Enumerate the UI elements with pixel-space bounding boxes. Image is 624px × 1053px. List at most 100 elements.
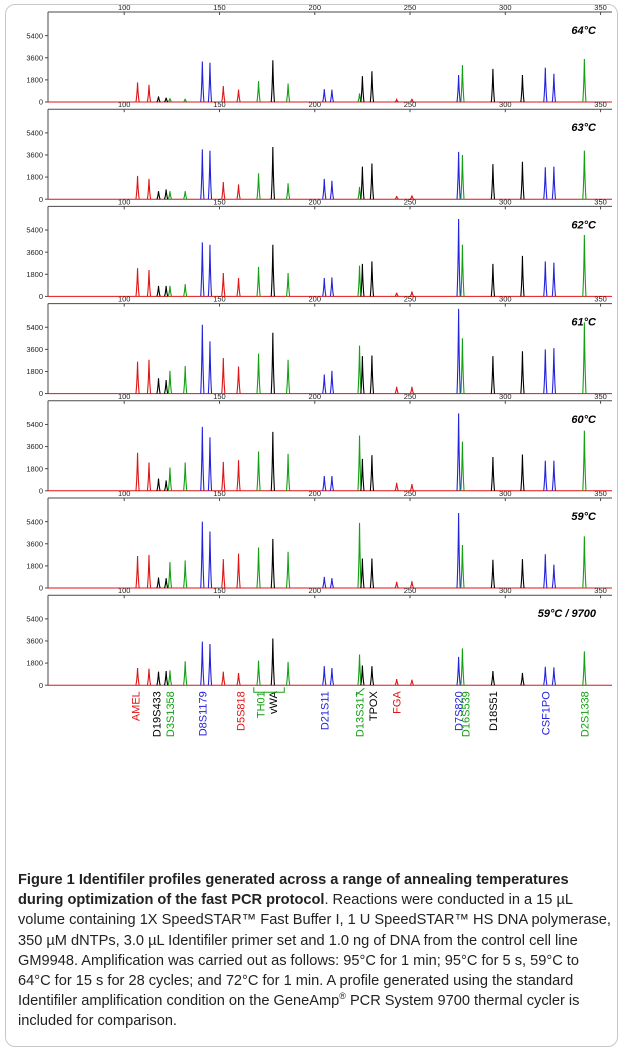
x-tick-label: 250 (404, 586, 417, 595)
peak-green (460, 244, 465, 297)
x-tick-label: 150 (213, 489, 226, 498)
peak-blue (551, 262, 557, 297)
y-tick-label: 1800 (26, 173, 43, 182)
peak-red (135, 452, 140, 491)
peak-green (582, 322, 587, 394)
locus-label: D16S539 (460, 691, 472, 737)
locus-label: D8S1179 (197, 691, 209, 736)
peak-green (183, 191, 188, 200)
peak-black (360, 458, 365, 491)
peak-blue (456, 656, 461, 686)
peak-black (360, 166, 365, 200)
peak-blue (200, 521, 205, 589)
peak-blue (543, 666, 548, 686)
x-tick-label: 100 (118, 3, 131, 12)
y-tick-label: 3600 (26, 151, 43, 160)
peak-blue (200, 426, 205, 491)
peak-blue (456, 308, 461, 394)
y-tick-label: 0 (39, 292, 43, 301)
y-tick-label: 0 (39, 389, 43, 398)
peak-black (520, 74, 525, 103)
peak-green (167, 191, 173, 200)
peak-black (490, 671, 496, 686)
peak-green (582, 651, 587, 686)
x-tick-label: 200 (308, 100, 321, 109)
peak-black (164, 189, 169, 200)
panel-temperature-label: 59°C / 9700 (538, 608, 597, 620)
x-tick-label: 150 (213, 295, 226, 304)
peak-green (460, 441, 465, 491)
peak-red (394, 678, 399, 686)
peak-black (490, 68, 496, 103)
peak-blue (322, 576, 327, 589)
peak-black (270, 60, 275, 103)
peak-green (256, 660, 261, 686)
peak-red (409, 581, 415, 589)
x-tick-label: 200 (308, 295, 321, 304)
y-tick-label: 1800 (26, 659, 43, 668)
peak-black (164, 480, 169, 491)
peak-blue (456, 513, 461, 589)
peak-green (167, 670, 173, 686)
peak-green (285, 83, 291, 103)
peak-black (156, 191, 161, 200)
y-tick-label: 5400 (26, 420, 43, 429)
x-tick-label: 300 (499, 586, 512, 595)
peak-red (146, 178, 152, 200)
peak-blue (543, 460, 548, 491)
peak-red (236, 89, 241, 103)
locus-label: vWA (268, 691, 280, 714)
peak-black (163, 671, 169, 686)
peak-green (183, 284, 188, 297)
locus-label: D13S317 (355, 691, 367, 737)
x-tick-label: 250 (404, 100, 417, 109)
y-tick-label: 3600 (26, 442, 43, 451)
caption-body-1: . Reactions were conducted in a 15 µL vo… (18, 892, 611, 1010)
peak-blue (329, 180, 335, 200)
y-tick-label: 1800 (26, 561, 43, 570)
x-tick-label: 350 (594, 489, 607, 498)
peak-green (256, 266, 261, 297)
peak-black (156, 478, 161, 491)
peak-blue (322, 666, 327, 686)
locus-label: CSF1PO (540, 691, 552, 735)
peak-red (135, 268, 140, 297)
x-tick-label: 350 (594, 586, 607, 595)
peak-red (409, 195, 414, 200)
peak-red (135, 175, 140, 200)
peak-black (270, 332, 275, 394)
th01-bracket (253, 687, 285, 693)
peak-green (582, 234, 587, 297)
y-tick-label: 0 (39, 486, 43, 495)
x-tick-label: 100 (118, 197, 131, 206)
panel-temperature-label: 63°C (571, 122, 597, 134)
y-tick-label: 3600 (26, 53, 43, 62)
peak-black (156, 96, 161, 103)
peak-red (236, 277, 241, 297)
peak-black (490, 356, 496, 394)
peak-blue (551, 460, 557, 491)
peak-blue (456, 74, 461, 103)
peak-red (146, 269, 152, 297)
peak-red (221, 357, 226, 394)
peak-red (236, 366, 241, 394)
panel-temperature-label: 60°C (571, 414, 597, 426)
peak-green (167, 562, 173, 589)
peak-black (490, 457, 496, 491)
locus-label: D2S1338 (579, 691, 591, 737)
peak-blue (207, 62, 213, 103)
x-tick-label: 300 (499, 295, 512, 304)
peak-black (164, 97, 169, 103)
x-tick-label: 150 (213, 3, 226, 12)
x-tick-label: 150 (213, 586, 226, 595)
peak-blue (322, 178, 327, 200)
peak-red (135, 82, 140, 103)
peak-green (285, 273, 291, 297)
peak-black (369, 163, 375, 200)
peak-black (490, 263, 496, 297)
locus-label: AMEL (131, 691, 143, 721)
peak-red (236, 553, 241, 589)
peak-red (394, 581, 399, 589)
x-tick-label: 200 (308, 392, 321, 401)
peak-green (582, 58, 587, 103)
